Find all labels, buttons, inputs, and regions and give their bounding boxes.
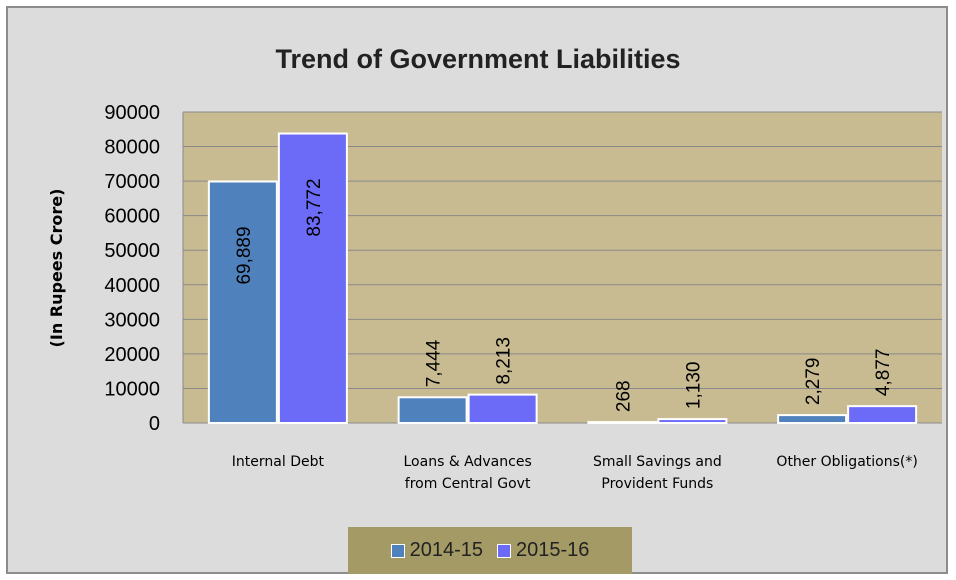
- category-label: Provident Funds: [601, 476, 713, 492]
- y-axis-label: (In Rupees Crore): [47, 189, 66, 348]
- bar-2015-16-0: [277, 132, 348, 424]
- data-label: 4,877: [873, 349, 894, 397]
- legend-item-2014-15: 2014-15: [390, 539, 483, 562]
- legend-label-2014-15: 2014-15: [409, 539, 483, 561]
- data-label: 2,279: [803, 358, 824, 406]
- y-tick-label: 60000: [104, 206, 160, 228]
- y-tick-label: 80000: [104, 137, 160, 159]
- bar-2015-16-2: [657, 418, 728, 424]
- legend-swatch-2014-15: [390, 543, 405, 558]
- bar-2015-16-1: [467, 393, 538, 425]
- data-label: 8,213: [494, 337, 515, 385]
- data-label: 83,772: [304, 178, 325, 236]
- data-label: 1,130: [683, 362, 704, 410]
- bar-2014-15-2: [587, 421, 658, 425]
- chart-title: Trend of Government Liabilities: [275, 44, 681, 74]
- bar-2014-15-3: [777, 414, 848, 424]
- data-label: 268: [613, 380, 634, 412]
- y-tick-label: 50000: [104, 240, 160, 262]
- bar-2014-15-0: [207, 180, 278, 424]
- category-label: from Central Govt: [405, 476, 531, 492]
- legend: 2014-15 2015-16: [348, 527, 632, 574]
- data-label: 7,444: [424, 339, 445, 387]
- y-tick-label: 40000: [104, 275, 160, 297]
- category-label: Internal Debt: [232, 454, 325, 470]
- category-label: Other Obligations(*): [776, 454, 917, 470]
- y-tick-label: 20000: [104, 344, 160, 366]
- data-label: 69,889: [234, 226, 255, 284]
- category-label: Small Savings and: [593, 454, 722, 470]
- y-tick-label: 30000: [104, 309, 160, 331]
- y-tick-label: 90000: [104, 102, 160, 124]
- legend-swatch-2015-16: [497, 543, 511, 558]
- y-tick-label: 70000: [104, 171, 160, 193]
- bar-2014-15-1: [397, 396, 468, 425]
- y-tick-label: 0: [149, 413, 160, 435]
- bar-2015-16-3: [847, 405, 918, 424]
- y-tick-label: 10000: [104, 378, 160, 400]
- legend-item-2015-16: 2015-16: [497, 539, 589, 562]
- category-label: Loans & Advances: [404, 454, 532, 470]
- legend-label-2015-16: 2015-16: [516, 539, 590, 561]
